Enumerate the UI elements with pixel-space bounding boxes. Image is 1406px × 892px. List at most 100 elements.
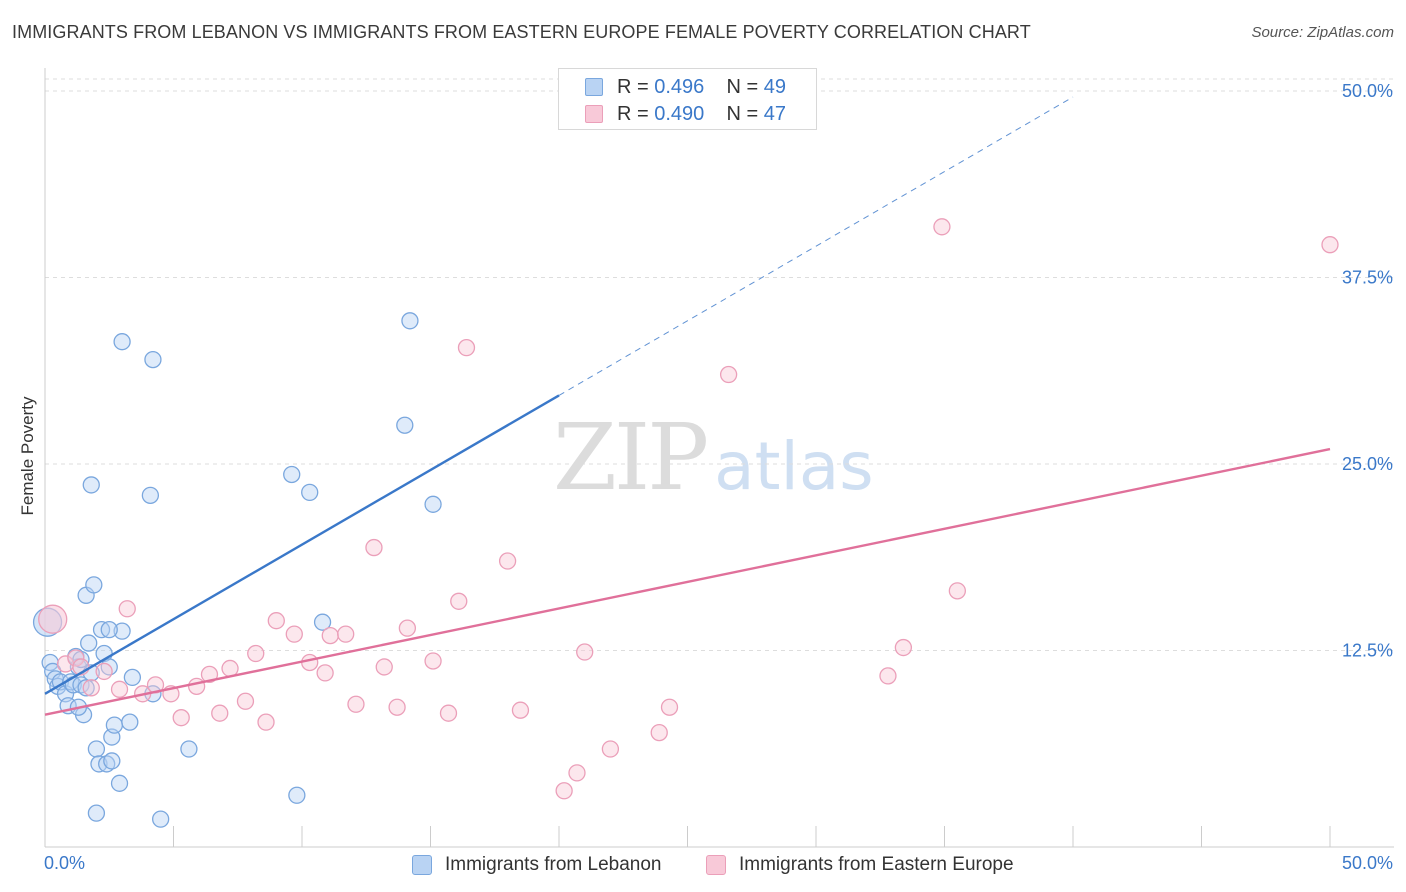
data-point-eastern-europe [347, 695, 365, 713]
legend-item-lebanon[interactable]: Immigrants from Lebanon [412, 851, 662, 879]
r-label: R = [617, 102, 655, 125]
legend-swatch-lebanon [412, 855, 432, 875]
data-point-eastern-europe [511, 701, 530, 719]
data-point-lebanon [180, 740, 198, 758]
data-point-lebanon [80, 634, 98, 652]
legend-item-eastern-europe[interactable]: Immigrants from Eastern Europe [706, 851, 1014, 879]
data-point-lebanon [313, 613, 332, 631]
data-point-eastern-europe [221, 659, 239, 678]
data-point-lebanon [113, 622, 131, 640]
data-point-lebanon [87, 804, 106, 822]
n-value-lebanon: 49 [763, 75, 787, 98]
data-point-eastern-europe [247, 644, 265, 663]
data-point-eastern-europe [388, 698, 406, 716]
trend-line-lebanon [44, 394, 560, 695]
y-tick-label: 25.0% [1342, 454, 1393, 474]
data-point-eastern-europe [933, 218, 951, 236]
data-point-eastern-europe [576, 643, 594, 661]
data-point-eastern-europe [498, 552, 517, 570]
data-point-eastern-europe [267, 612, 285, 630]
data-point-eastern-europe [424, 652, 442, 670]
data-point-eastern-europe [398, 619, 417, 637]
data-point-lebanon [121, 713, 139, 731]
y-tick-label: 50.0% [1342, 81, 1393, 101]
data-point-lebanon [283, 465, 301, 484]
data-point-lebanon [424, 495, 442, 513]
data-point-lebanon [141, 486, 160, 505]
data-point-eastern-europe [301, 653, 319, 672]
data-point-eastern-europe [316, 664, 334, 682]
y-tick-label: 37.5% [1342, 268, 1393, 288]
source-credit: Source: ZipAtlas.com [1251, 24, 1394, 41]
data-point-lebanon [123, 668, 142, 687]
n-label: N = [726, 102, 764, 125]
data-point-eastern-europe [337, 625, 355, 643]
n-value-eastern-europe: 47 [763, 102, 787, 125]
data-point-eastern-europe [236, 692, 255, 710]
data-point-eastern-europe [719, 365, 738, 384]
r-value-lebanon: 0.496 [654, 75, 705, 98]
data-point-eastern-europe [568, 764, 586, 782]
data-point-eastern-europe [879, 667, 897, 685]
chart-title: IMMIGRANTS FROM LEBANON VS IMMIGRANTS FR… [12, 22, 1031, 42]
data-point-eastern-europe [375, 658, 393, 676]
y-tick-label: 12.5% [1342, 641, 1393, 661]
x-tick-label: 0.0% [44, 853, 85, 873]
data-point-eastern-europe [365, 538, 383, 557]
data-point-eastern-europe [200, 665, 219, 684]
data-point-eastern-europe [95, 662, 113, 681]
data-point-lebanon [151, 810, 170, 828]
watermark-zip: ZIP [553, 404, 709, 511]
r-label: R = [617, 75, 655, 98]
data-point-lebanon [100, 620, 118, 639]
data-point-lebanon [110, 774, 129, 792]
legend-swatch-eastern-europe [585, 105, 603, 123]
data-point-lebanon [396, 416, 414, 434]
data-point-eastern-europe [948, 582, 966, 600]
data-point-eastern-europe [187, 677, 206, 695]
data-point-eastern-europe [172, 709, 190, 727]
r-value-eastern-europe: 0.490 [654, 102, 705, 125]
data-point-lebanon [87, 740, 106, 758]
x-tick-label: 50.0% [1342, 853, 1393, 873]
legend-label-eastern-europe: Immigrants from Eastern Europe [739, 854, 1014, 875]
data-point-lebanon [103, 752, 121, 770]
data-point-lebanon [288, 786, 306, 804]
data-point-eastern-europe [650, 723, 668, 742]
data-point-eastern-europe [1321, 236, 1339, 254]
data-point-eastern-europe [82, 679, 100, 697]
data-point-eastern-europe [894, 638, 913, 657]
legend-swatch-lebanon [585, 78, 603, 96]
y-axis-label: Female Poverty [18, 396, 37, 516]
data-point-eastern-europe [118, 600, 136, 618]
data-point-eastern-europe [211, 704, 229, 722]
data-point-lebanon [105, 716, 124, 734]
trend-line-eastern-europe [44, 447, 1331, 716]
data-point-eastern-europe [601, 740, 620, 758]
watermark-atlas: atlas [714, 428, 874, 505]
data-point-eastern-europe [285, 625, 303, 643]
data-point-lebanon [301, 483, 319, 502]
data-point-eastern-europe [38, 604, 68, 634]
data-point-lebanon [77, 679, 95, 697]
watermark: ZIP atlas [553, 404, 874, 511]
series-legend: Immigrants from Lebanon Immigrants from … [0, 851, 1406, 879]
n-label: N = [726, 75, 764, 98]
data-point-eastern-europe [257, 713, 275, 731]
data-point-eastern-europe [555, 782, 573, 800]
trend-line-lebanon-extension [558, 96, 1074, 396]
data-point-eastern-europe [439, 704, 458, 722]
data-point-lebanon [72, 676, 90, 694]
data-point-lebanon [144, 350, 162, 369]
data-point-eastern-europe [457, 339, 476, 357]
legend-swatch-eastern-europe [706, 855, 726, 875]
data-point-lebanon [401, 312, 419, 330]
data-point-lebanon [82, 476, 100, 494]
data-point-eastern-europe [110, 680, 129, 698]
data-point-eastern-europe [321, 626, 339, 645]
correlation-legend: R = 0.496 N = 49 R = 0.490 N = 47 [558, 68, 817, 130]
data-point-eastern-europe [450, 592, 468, 610]
data-point-lebanon [98, 755, 116, 773]
legend-label-lebanon: Immigrants from Lebanon [445, 854, 662, 875]
